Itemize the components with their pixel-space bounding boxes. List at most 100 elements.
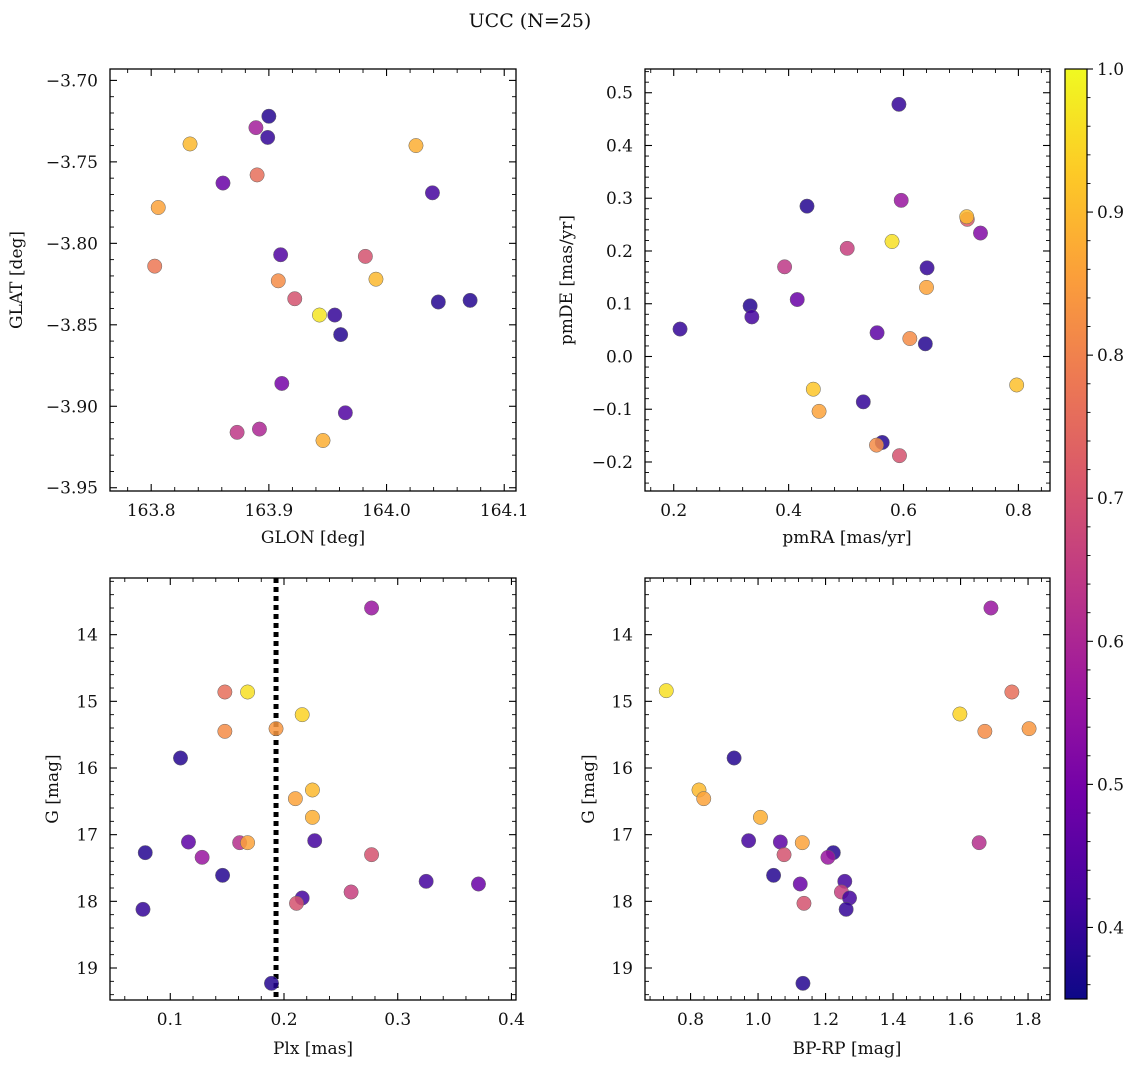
y-tick-label: 18 [611,892,633,912]
data-point [150,200,166,215]
axes-frame [644,68,1051,492]
data-point [173,750,188,766]
data-point [343,884,359,900]
panel-glon-glat: 163.8 163.9 164.0 164.1 −3.95 −3.90 −3.85 −3.80… [7,68,529,548]
data-point [792,876,808,892]
data-point [919,279,934,295]
x-tick-label: 0.4 [775,501,802,521]
data-point [260,129,276,145]
y-axis-label: G [mag] [579,754,599,823]
data-point [971,835,987,851]
data-point [217,723,233,739]
y-tick-label: 0.3 [606,189,633,209]
data-point [327,307,343,323]
x-tick-label: 1.8 [1015,1010,1042,1030]
x-tick-label: 1.4 [880,1010,907,1030]
y-tick-label: −3.95 [46,479,98,499]
data-point [471,876,486,892]
data-point [270,273,286,289]
data-point [307,833,323,849]
data-point [424,185,440,201]
data-point [289,895,304,911]
data-point [287,791,303,807]
data-point [304,782,320,798]
panel-bprp-g: 0.8 1.0 1.2 1.4 1.6 1.8 14 15 16 17 18 19 BP-RP [mag… [579,577,1051,1059]
data-point [884,234,900,249]
data-point [357,248,373,264]
data-point [137,845,153,861]
data-point [672,321,688,337]
colorbar-tick-label: 0.7 [1097,489,1124,509]
data-point [333,327,349,343]
data-point [741,833,757,849]
colorbar-tick-label: 0.5 [1097,775,1124,795]
x-axis-label: pmRA [mas/yr] [782,528,911,548]
axes-frame [109,68,517,492]
y-tick-label: 14 [76,626,98,646]
data-point [820,849,836,865]
data-point [789,292,805,307]
data-point [772,834,788,850]
data-point [795,975,811,991]
x-tick-label: 0.3 [384,1010,411,1030]
x-axis-label: BP-RP [mag] [793,1039,902,1059]
data-point [902,331,918,347]
axes-frame [644,577,1051,1001]
x-axis-label: GLON [deg] [261,528,365,548]
data-point [726,750,742,766]
colorbar-tick-label: 0.6 [1097,632,1124,652]
data-point [135,901,151,917]
x-tick-label: 0.2 [270,1010,297,1030]
data-point [869,437,884,453]
data-point [892,448,907,464]
x-tick-label: 164.0 [362,501,411,521]
data-point [799,198,815,214]
data-point [973,225,988,241]
data-point [805,381,821,397]
data-point [744,309,760,325]
x-tick-label: 1.6 [947,1010,974,1030]
data-point [408,138,424,154]
data-point [294,707,310,723]
data-point [1009,377,1025,393]
data-point [983,600,999,616]
data-point [839,240,855,256]
y-tick-label: 19 [76,959,98,979]
data-point [248,120,264,136]
data-point [1021,721,1037,737]
data-point [430,294,446,310]
data-point [1004,684,1020,700]
data-point [959,209,975,225]
y-tick-label: 0.1 [606,295,633,315]
y-tick-label: −3.85 [46,316,98,336]
data-point [240,835,256,851]
data-point [776,847,792,863]
data-point [838,901,854,917]
data-point [811,403,827,419]
data-point [418,873,434,889]
y-tick-label: −0.2 [592,453,633,473]
data-point [182,136,198,152]
x-tick-label: 0.1 [157,1010,184,1030]
data-point [215,867,231,883]
y-tick-label: −3.75 [46,153,98,173]
y-axis-label: pmDE [mas/yr] [557,215,577,345]
x-tick-label: 1.2 [812,1010,839,1030]
x-tick-label: 0.6 [890,501,917,521]
y-tick-label: 18 [76,892,98,912]
y-tick-label: 0.2 [606,242,633,262]
x-tick-label: 0.2 [660,501,687,521]
data-point [766,867,782,883]
data-point [696,791,712,807]
y-tick-label: 0.5 [606,84,633,104]
data-point [249,167,265,183]
data-point [794,835,810,851]
data-point [893,192,909,208]
data-point [752,809,768,825]
y-tick-label: 19 [611,959,633,979]
x-axis-label: Plx [mas] [273,1039,353,1059]
data-point [240,684,256,700]
data-point [891,96,907,112]
x-tick-label: 0.8 [1005,501,1032,521]
y-tick-label: 15 [611,692,633,712]
